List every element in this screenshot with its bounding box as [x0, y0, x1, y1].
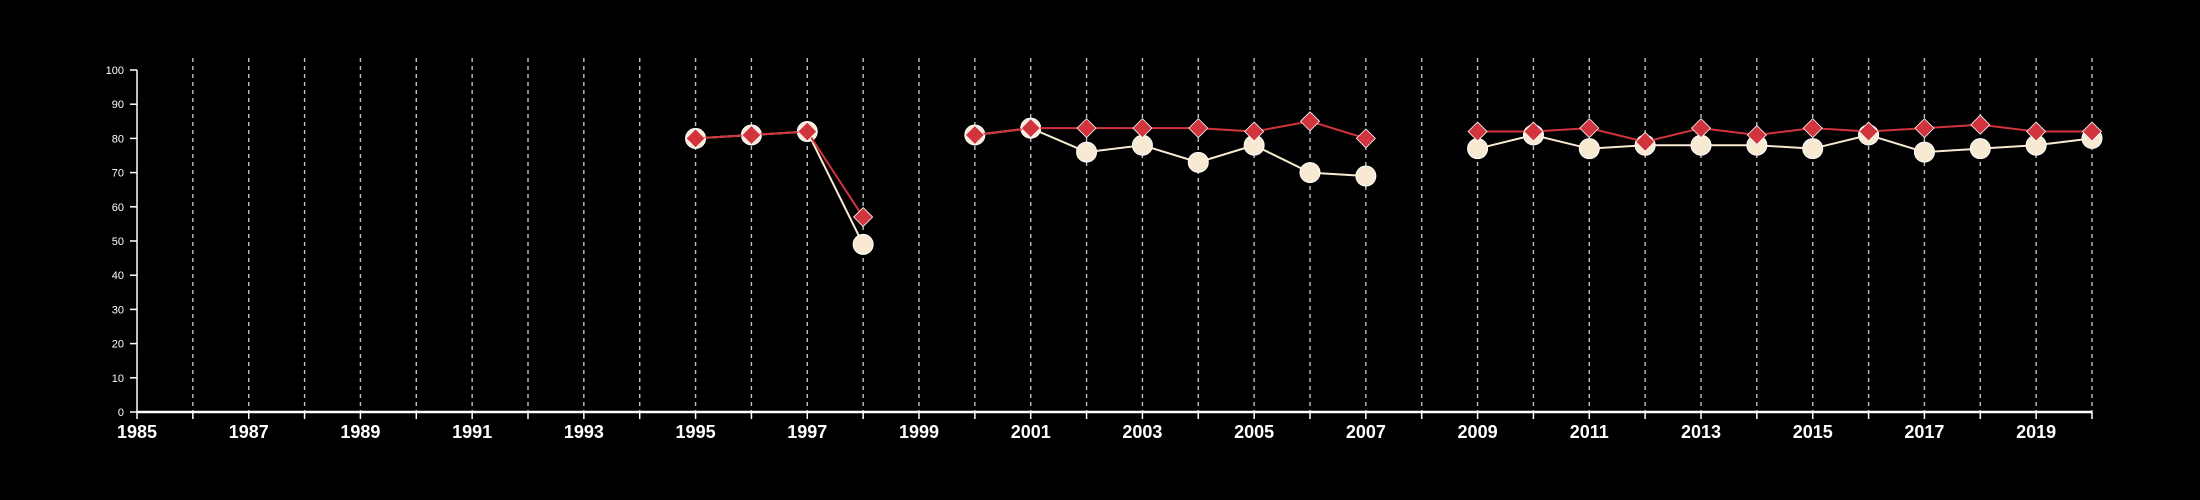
series-diamond-line-segment-3 — [1477, 123, 2092, 143]
point-diamond-2005 — [1244, 121, 1265, 142]
x-axis-ticks: 1985 1987 1989 1991 1993 1995 1997 1999 2001 2003… — [117, 412, 2093, 442]
point-circle-2017 — [1913, 141, 1935, 163]
point-diamond-2000 — [964, 124, 985, 146]
point-diamond-2007 — [1355, 128, 1376, 149]
y-tick-label-30: 30 — [112, 304, 124, 316]
point-circle-2009 — [1467, 138, 1489, 160]
x-tick-label-2003: 2003 — [1122, 422, 1162, 442]
point-diamond-2009 — [1467, 121, 1488, 142]
vertical-gridlines — [192, 58, 2093, 412]
point-diamond-2019 — [2026, 121, 2047, 142]
point-circle-1998 — [852, 233, 874, 255]
series-diamond — [685, 111, 2103, 228]
point-circle-2003 — [1131, 134, 1153, 156]
point-diamond-2020 — [2081, 121, 2103, 142]
point-diamond-1997 — [797, 121, 818, 142]
series-circle-line-segment-3 — [1477, 133, 2093, 154]
point-circle-2015 — [1802, 138, 1824, 160]
x-tick-label-2001: 2001 — [1011, 422, 1051, 442]
x-tick-label-2019: 2019 — [2016, 422, 2056, 442]
point-circle-2004 — [1187, 151, 1209, 173]
point-diamond-2017 — [1914, 118, 1935, 139]
series-diamond-line-segment-1 — [695, 130, 864, 218]
series-circle-line-segment-1 — [695, 130, 865, 245]
axes — [136, 70, 2092, 414]
x-tick-label-2015: 2015 — [1793, 422, 1833, 442]
x-tick-label-1999: 1999 — [899, 422, 939, 442]
y-tick-label-50: 50 — [112, 236, 124, 248]
y-tick-label-60: 60 — [112, 202, 124, 214]
series-layer — [685, 111, 2103, 255]
x-tick-label-1989: 1989 — [340, 422, 380, 442]
point-diamond-2001 — [1020, 118, 1041, 139]
point-circle-2013 — [1690, 134, 1712, 156]
y-tick-label-0: 0 — [118, 407, 124, 419]
x-tick-label-2017: 2017 — [1904, 422, 1944, 442]
point-diamond-2012 — [1635, 131, 1656, 152]
point-diamond-1995 — [685, 128, 706, 149]
point-diamond-2010 — [1523, 121, 1544, 142]
x-tick-label-1985: 1985 — [117, 422, 157, 442]
x-tick-label-2005: 2005 — [1234, 422, 1274, 442]
point-diamond-2011 — [1579, 118, 1600, 139]
x-tick-label-1995: 1995 — [676, 422, 716, 442]
point-diamond-1998 — [853, 206, 874, 228]
point-diamond-2014 — [1746, 124, 1767, 146]
point-diamond-2016 — [1858, 121, 1879, 142]
y-tick-label-100: 100 — [106, 65, 124, 77]
x-tick-label-1987: 1987 — [229, 422, 269, 442]
y-axis-ticks: 0 10 20 30 40 50 60 70 80 90 100 — [106, 65, 137, 419]
y-tick-label-90: 90 — [112, 99, 124, 111]
point-diamond-1996 — [741, 124, 762, 146]
x-tick-label-2011: 2011 — [1570, 422, 1609, 442]
x-tick-label-2009: 2009 — [1458, 422, 1498, 442]
point-circle-2007 — [1355, 165, 1377, 187]
point-diamond-2018 — [1970, 114, 1991, 135]
point-diamond-2013 — [1690, 118, 1712, 139]
x-tick-label-1993: 1993 — [564, 422, 604, 442]
point-diamond-2003 — [1132, 118, 1153, 139]
point-diamond-2015 — [1802, 118, 1823, 139]
y-tick-label-10: 10 — [112, 373, 124, 385]
point-circle-2002 — [1076, 141, 1098, 163]
y-tick-label-20: 20 — [112, 339, 124, 351]
point-diamond-2004 — [1188, 118, 1209, 139]
series-circle — [685, 117, 2103, 255]
y-tick-label-80: 80 — [112, 133, 124, 145]
point-diamond-2002 — [1076, 118, 1097, 139]
x-tick-label-2013: 2013 — [1681, 422, 1721, 442]
x-tick-label-1991: 1991 — [452, 422, 492, 442]
x-tick-label-1997: 1997 — [787, 422, 827, 442]
y-tick-label-40: 40 — [112, 270, 124, 282]
y-tick-label-70: 70 — [112, 168, 124, 180]
point-diamond-2006 — [1299, 111, 1321, 132]
point-circle-2006 — [1299, 162, 1321, 184]
x-tick-label-2007: 2007 — [1346, 422, 1386, 442]
point-circle-2018 — [1969, 138, 1991, 160]
point-circle-2011 — [1578, 138, 1600, 160]
